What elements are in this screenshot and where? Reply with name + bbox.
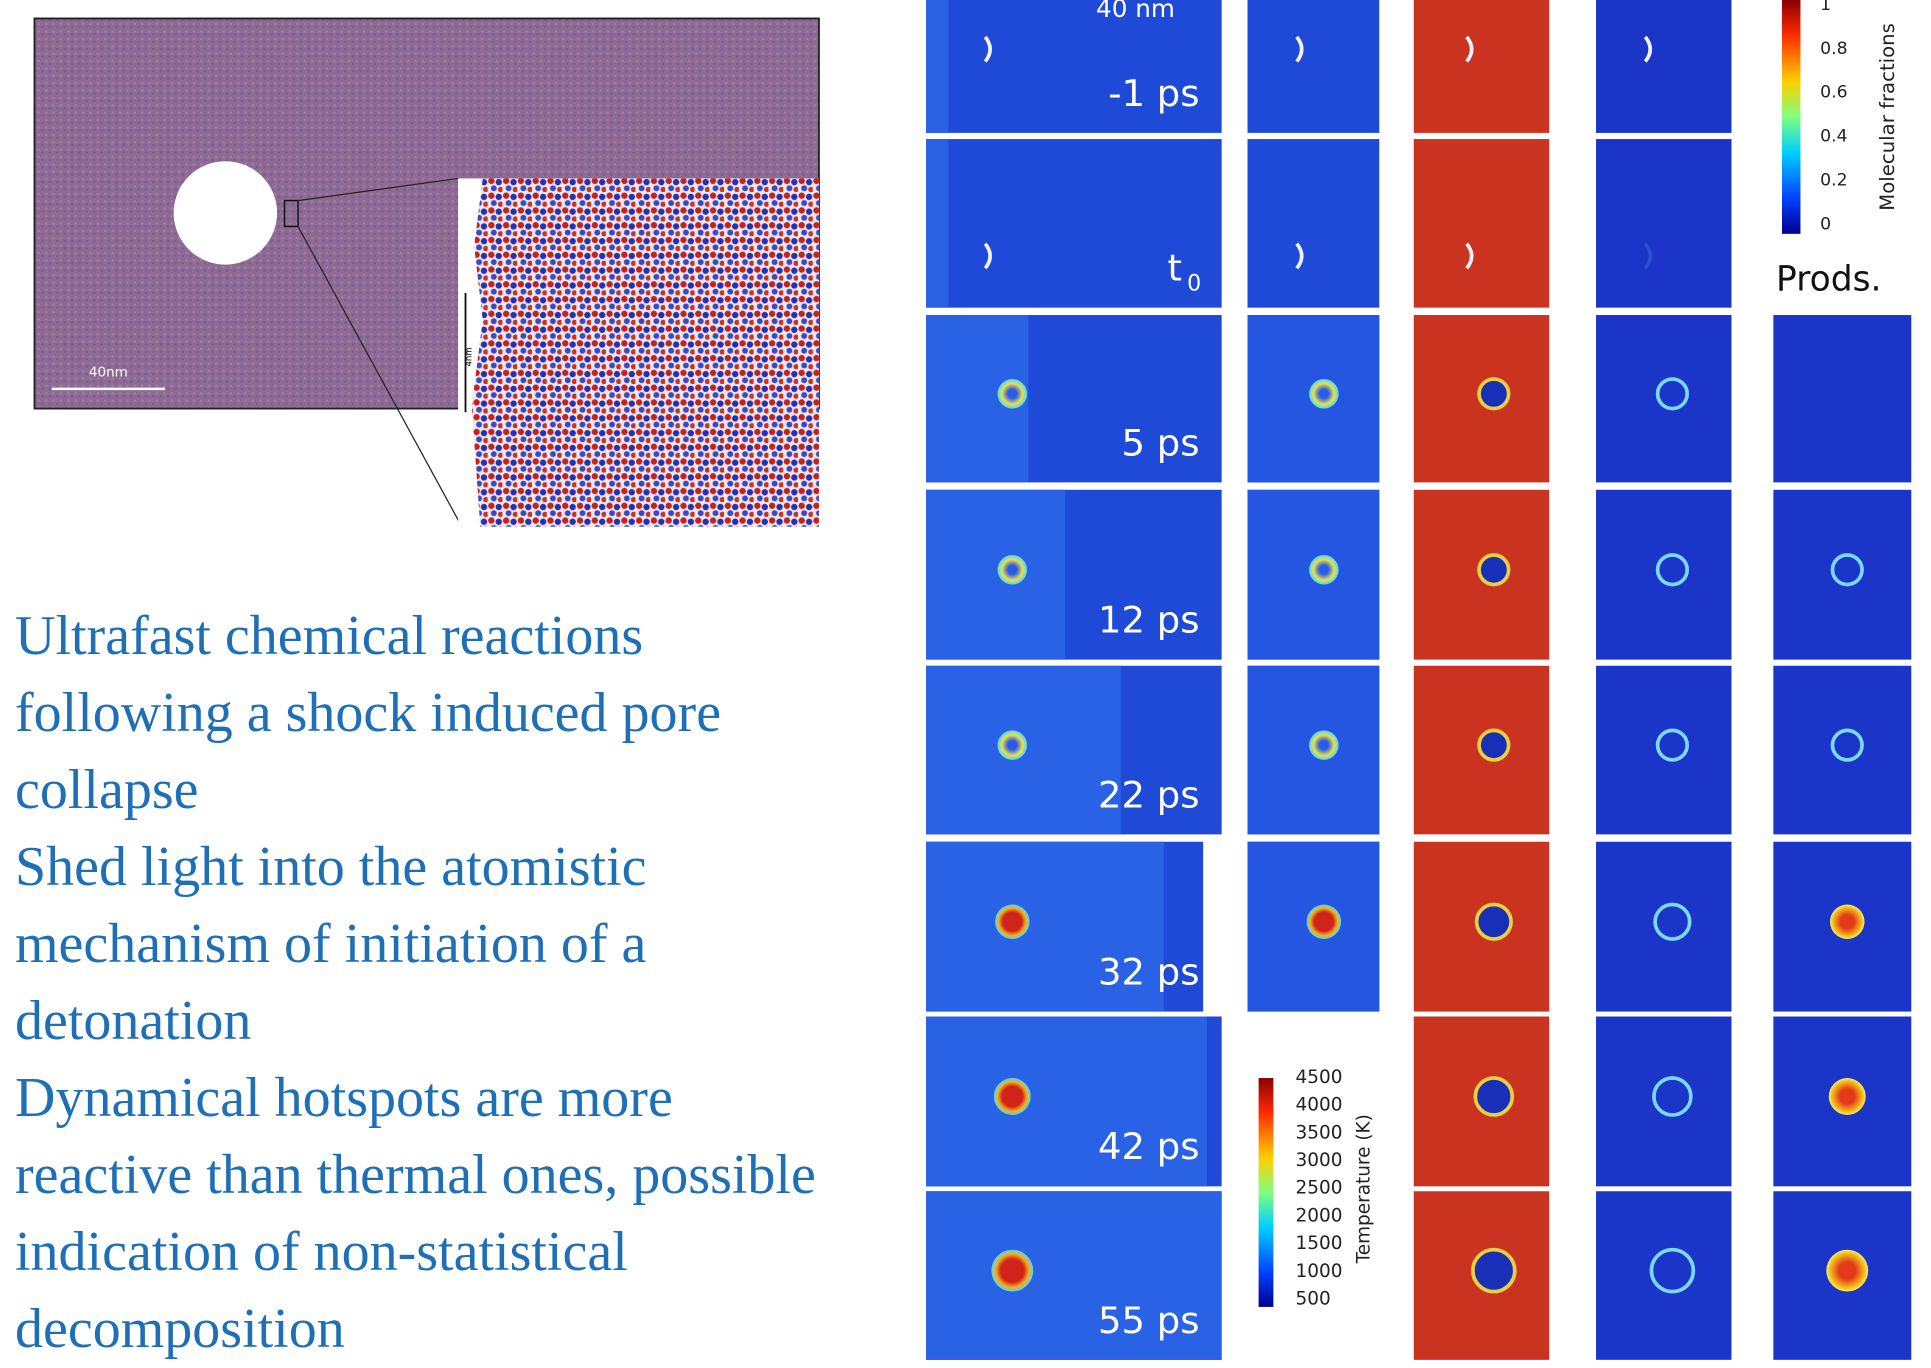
hotspot <box>1654 1078 1691 1115</box>
hotspot <box>995 905 1029 939</box>
hotspot <box>998 555 1028 585</box>
colorbar-tick-label: 500 <box>1296 1288 1331 1309</box>
time-label: -1 ps <box>1108 72 1199 115</box>
colorbar-tick-label: 4000 <box>1296 1095 1343 1116</box>
snapshot-panel <box>1248 139 1380 308</box>
time-label: 12 ps <box>1098 599 1199 642</box>
inset-scale-label: 4nm <box>465 347 475 366</box>
hotspot <box>1473 1250 1515 1292</box>
hotspot <box>1477 905 1511 939</box>
bullet: Ultrafast chemical reactions following a… <box>15 598 845 829</box>
shocked-region <box>926 0 948 133</box>
hotspot <box>1309 730 1339 760</box>
hotspot <box>1829 1078 1866 1115</box>
scale-label: 40nm <box>89 365 128 381</box>
products-label: Prods. <box>1776 259 1881 299</box>
hotspot <box>991 1250 1033 1292</box>
hotspot <box>1309 555 1339 585</box>
hotspot <box>1658 379 1688 409</box>
time-label: 42 ps <box>1098 1125 1199 1168</box>
snapshot-scale-label: 40 nm <box>1096 0 1175 23</box>
colorbar-tick-label: 3500 <box>1296 1122 1343 1143</box>
hotspot <box>1655 905 1689 939</box>
hotspot <box>1832 730 1862 760</box>
colorbar-label: Temperature (K) <box>1353 1114 1374 1264</box>
bullet: Shed light into the atomistic mechanism … <box>15 829 845 1060</box>
pore <box>174 161 277 264</box>
time-label: 55 ps <box>1098 1299 1199 1342</box>
colorbar-tick-label: 0.6 <box>1820 83 1847 103</box>
hotspot <box>1826 1250 1868 1292</box>
colorbar-tick-label: 0 <box>1820 215 1831 235</box>
hotspot <box>1475 1078 1512 1115</box>
bullet-list: Ultrafast chemical reactions following a… <box>15 598 845 1368</box>
time-label: 5 ps <box>1122 421 1200 464</box>
hotspot <box>1658 555 1688 585</box>
colorbar <box>1782 0 1800 234</box>
snapshot-panel <box>1596 139 1731 308</box>
bullet: Dynamical hotspots are more reactive tha… <box>15 1060 845 1368</box>
hotspot <box>998 730 1028 760</box>
shocked-region <box>926 139 948 308</box>
snapshot-panel <box>1248 0 1380 133</box>
colorbar-tick-label: 1 <box>1820 0 1831 15</box>
shocked-region <box>926 490 1065 660</box>
hotspot <box>998 379 1028 409</box>
hotspot <box>1479 379 1509 409</box>
time-label: 22 ps <box>1098 773 1199 816</box>
hotspot <box>1479 730 1509 760</box>
snapshot-panel <box>1596 0 1731 133</box>
hotspot <box>1830 905 1864 939</box>
time-label: 32 ps <box>1098 951 1199 994</box>
colorbar <box>1259 1078 1274 1307</box>
time-label-subscript: 0 <box>1187 270 1201 296</box>
snapshot-panel <box>1414 139 1549 308</box>
hotspot <box>1479 555 1509 585</box>
inset-atoms <box>472 178 819 526</box>
colorbar-label: Molecular fractions <box>1876 23 1899 211</box>
colorbar-tick-label: 2500 <box>1296 1178 1343 1199</box>
colorbar-tick-label: 2000 <box>1296 1205 1343 1226</box>
hotspot <box>1832 555 1862 585</box>
colorbar-tick-label: 4500 <box>1296 1067 1343 1088</box>
hotspot <box>1658 730 1688 760</box>
colorbar-tick-label: 0.4 <box>1820 127 1847 147</box>
colorbar-tick-label: 3000 <box>1296 1150 1343 1171</box>
snapshot-panel <box>1414 0 1549 133</box>
colorbar-tick-label: 1000 <box>1296 1261 1343 1282</box>
colorbar-tick-label: 0.8 <box>1820 39 1847 59</box>
colorbar-tick-label: 1500 <box>1296 1233 1343 1254</box>
colorbar-tick-label: 0.2 <box>1820 171 1847 191</box>
hotspot <box>1651 1250 1693 1292</box>
hotspot <box>994 1078 1031 1115</box>
hotspot <box>1307 905 1341 939</box>
hotspot <box>1309 379 1339 409</box>
snapshot-panel <box>1773 315 1911 482</box>
time-label: t <box>1167 247 1181 290</box>
slide: 4nm 40nm -1 pst05 ps12 ps22 ps32 ps42 ps… <box>0 0 1931 1366</box>
